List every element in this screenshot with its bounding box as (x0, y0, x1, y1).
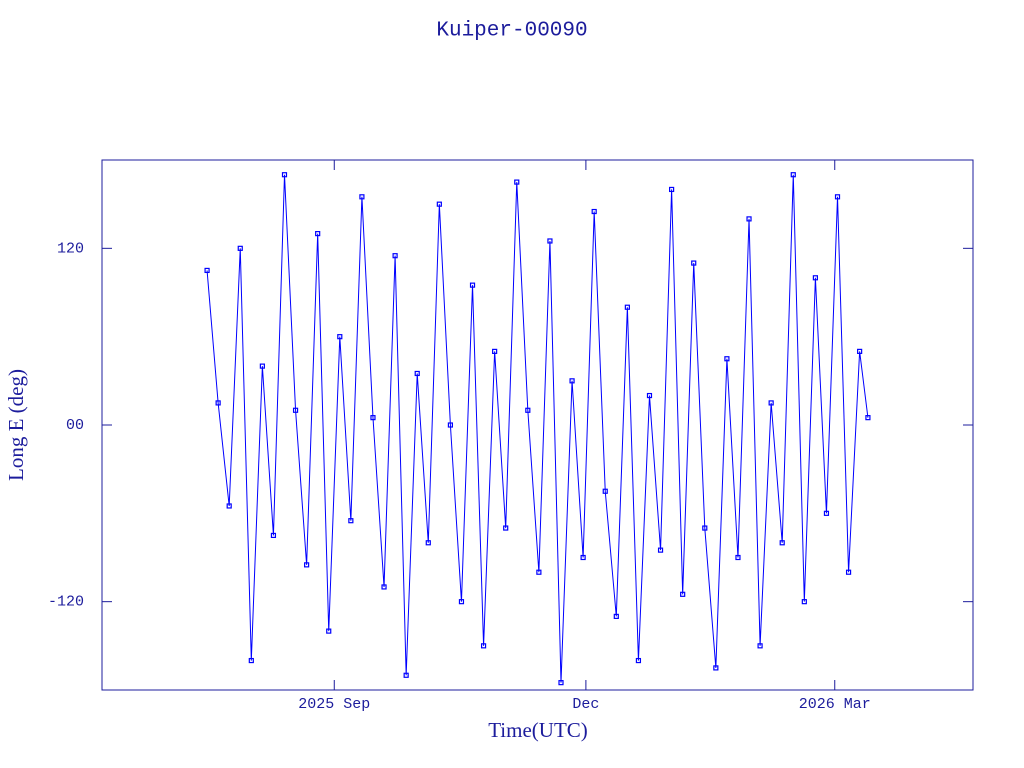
point (865, 415, 871, 421)
point (724, 356, 730, 362)
point (414, 370, 420, 377)
point (669, 186, 675, 193)
point (801, 599, 807, 605)
point (757, 643, 763, 649)
point (447, 422, 453, 428)
point (436, 201, 442, 207)
point (702, 525, 708, 531)
point (768, 400, 774, 406)
point (492, 348, 498, 354)
point (403, 672, 409, 678)
point (602, 488, 608, 494)
point (624, 304, 630, 310)
chart-title: Kuiper-00090 (436, 20, 587, 43)
point (558, 680, 564, 686)
y-tick-label: -120 (48, 594, 84, 611)
point (735, 554, 741, 561)
series-line (206, 174, 869, 683)
point (281, 172, 288, 178)
point (779, 540, 785, 546)
point (691, 260, 697, 266)
point (348, 518, 354, 524)
point (237, 245, 243, 251)
point (370, 415, 376, 421)
point (591, 208, 597, 215)
point (392, 253, 398, 259)
point (536, 569, 542, 575)
point (259, 363, 265, 369)
point (514, 179, 520, 185)
point (812, 275, 818, 281)
x-tick-label: 2025 Sep (298, 696, 370, 713)
point (713, 665, 719, 671)
x-axis-label: Time(UTC) (488, 718, 588, 742)
y-axis-label: Long E (deg) (4, 369, 28, 481)
point (359, 194, 365, 200)
point (613, 613, 619, 619)
point (746, 216, 752, 222)
point (503, 525, 509, 531)
point (646, 392, 653, 399)
point (569, 378, 575, 384)
point (845, 569, 852, 575)
point (635, 657, 642, 664)
point (381, 584, 387, 590)
point (547, 238, 553, 244)
point (304, 562, 310, 568)
point (525, 407, 531, 413)
point (326, 628, 332, 634)
point (204, 267, 210, 274)
y-tick-label: 120 (57, 240, 84, 257)
point (857, 348, 863, 354)
point (469, 282, 476, 288)
point (226, 503, 232, 509)
point (834, 194, 841, 200)
point (425, 540, 431, 546)
point (657, 547, 664, 553)
plot-area (204, 172, 871, 686)
point (480, 643, 487, 649)
x-tick-label: Dec (572, 696, 599, 713)
y-tick-label: 00 (66, 417, 84, 434)
point (315, 231, 321, 237)
point (248, 657, 254, 664)
point (790, 172, 796, 178)
point (823, 510, 830, 516)
point (337, 334, 343, 340)
point (215, 400, 221, 406)
point (270, 532, 277, 539)
point (580, 554, 586, 561)
x-tick-label: 2026 Mar (799, 696, 871, 713)
point (458, 599, 465, 605)
point (680, 591, 686, 597)
point (292, 407, 299, 413)
